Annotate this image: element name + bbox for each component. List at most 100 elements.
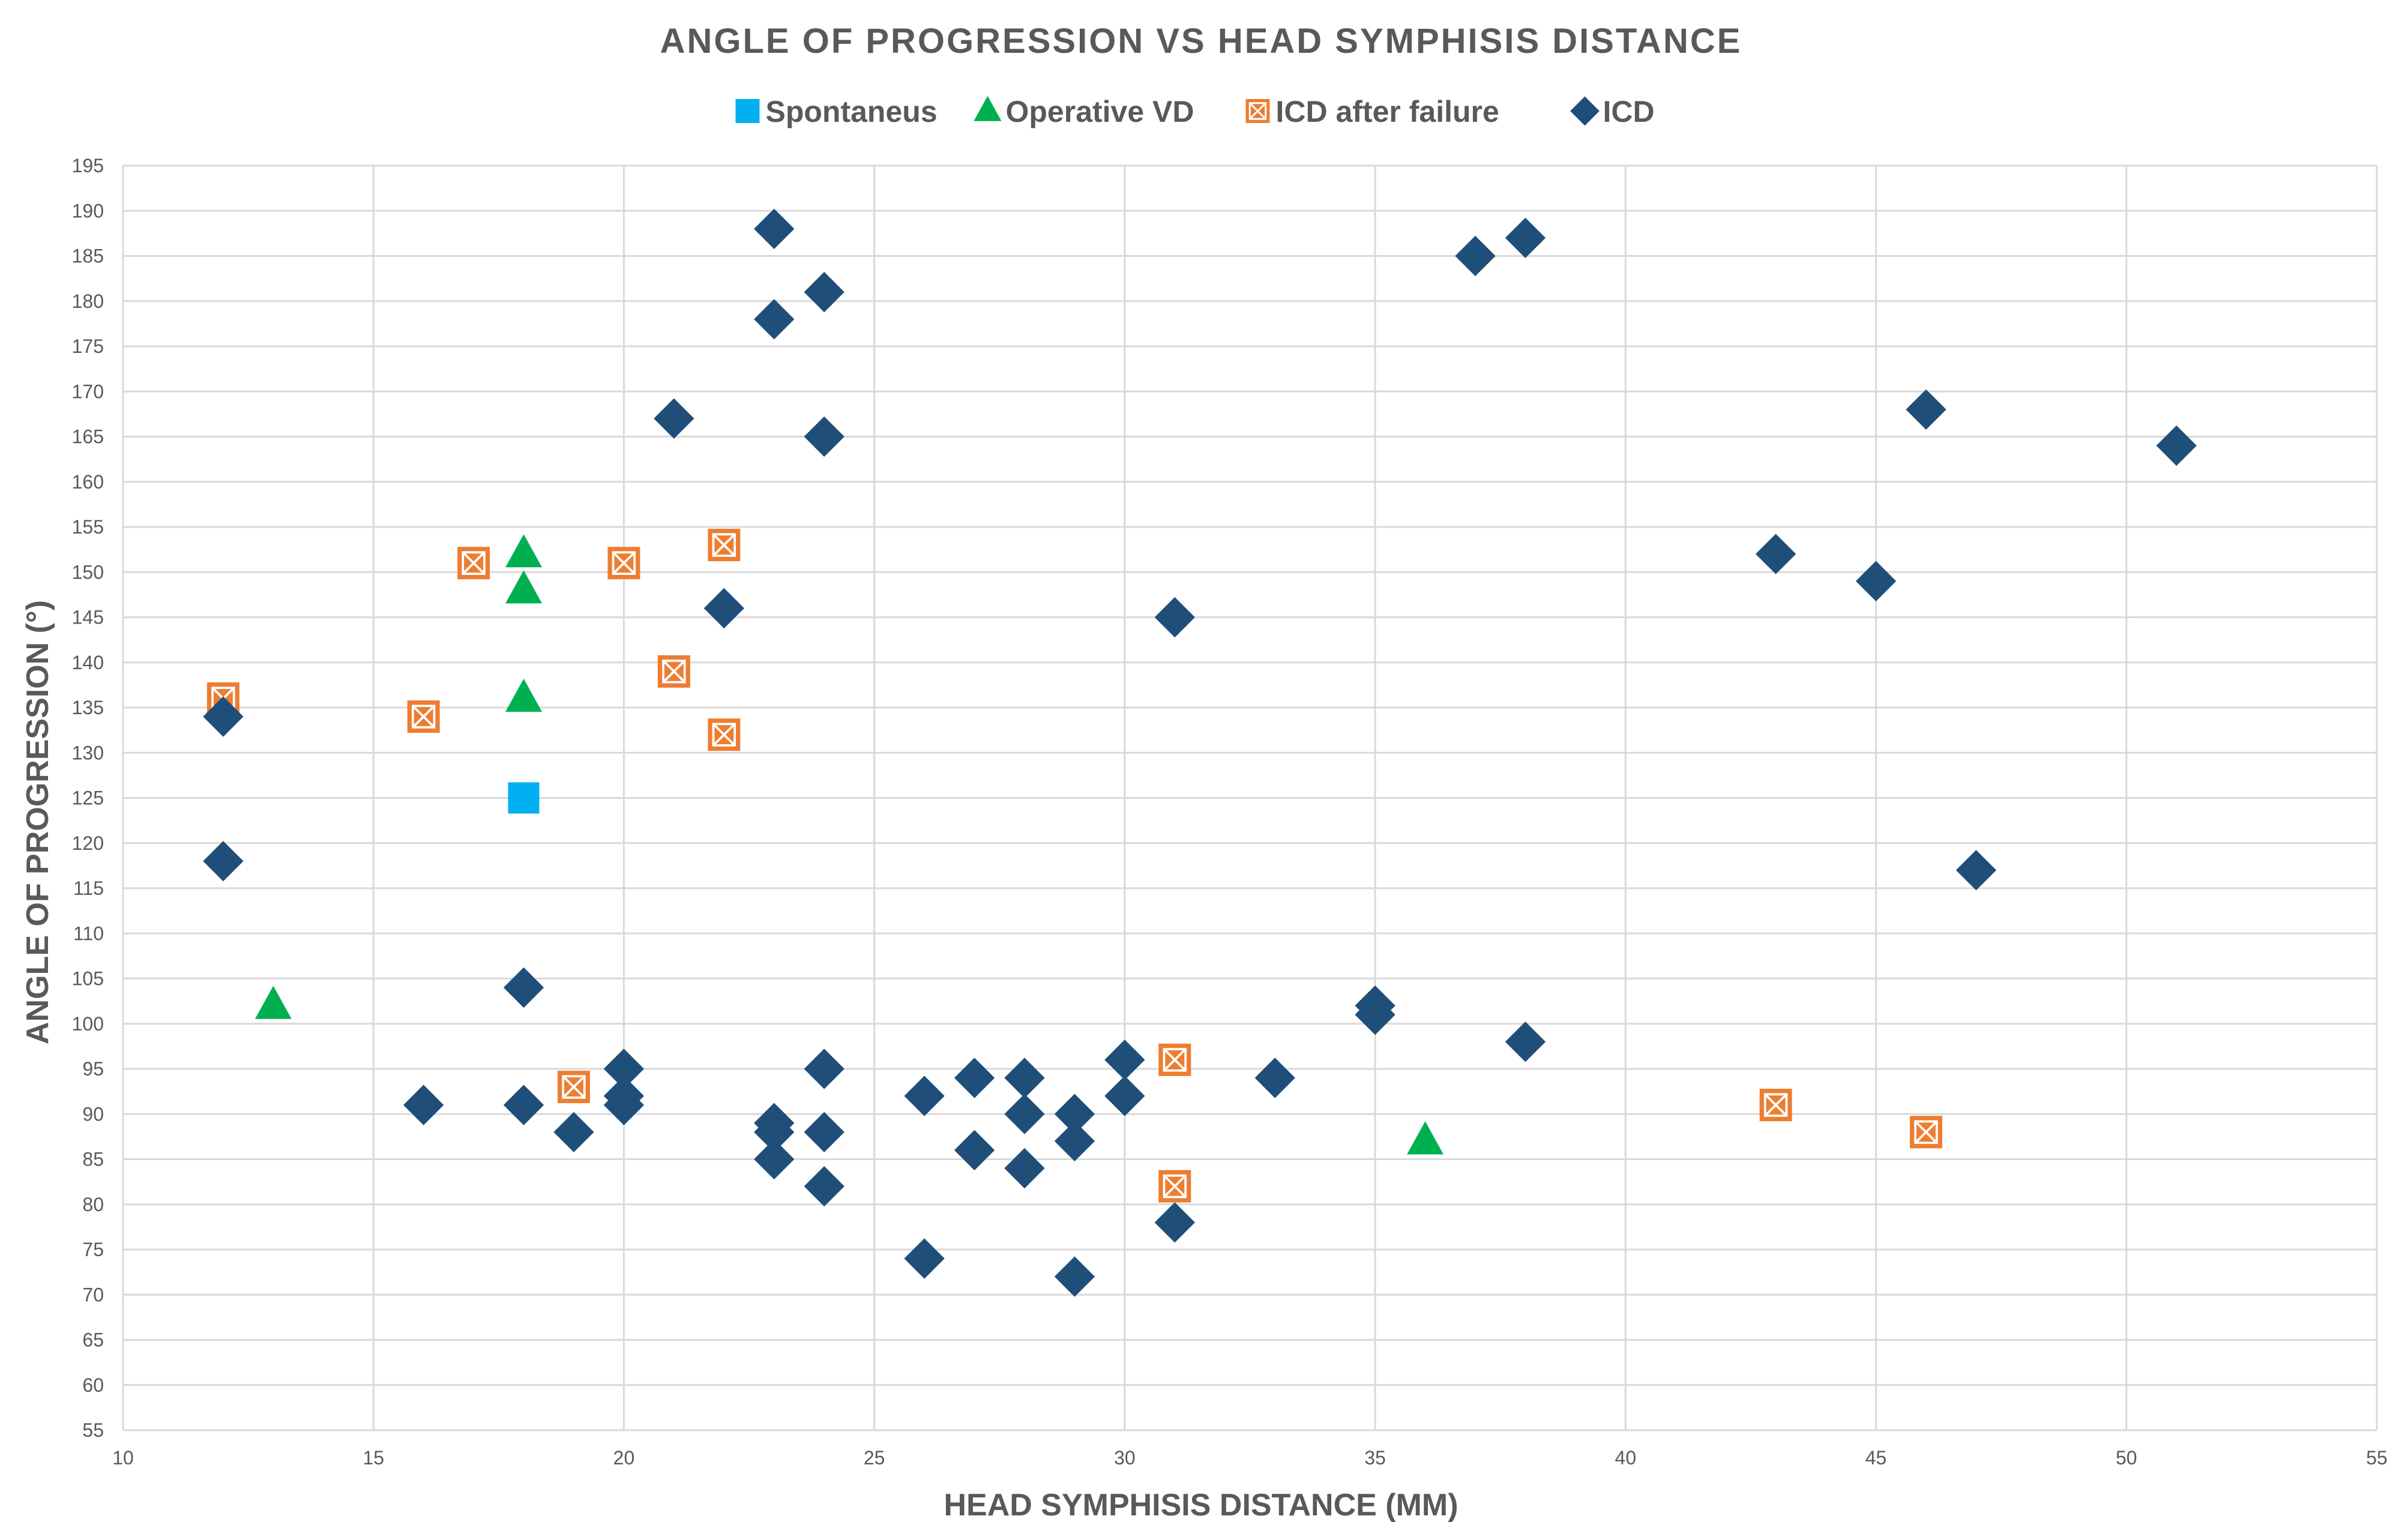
data-point xyxy=(708,718,741,751)
data-point xyxy=(503,1084,544,1125)
data-point xyxy=(403,1084,444,1125)
data-point xyxy=(505,534,543,568)
y-tick-label: 60 xyxy=(82,1374,104,1396)
data-point xyxy=(603,1084,645,1125)
marker-shape xyxy=(1355,994,1395,1035)
data-point xyxy=(1054,1256,1095,1297)
data-point xyxy=(1004,1057,1045,1098)
marker-shape xyxy=(1054,1256,1095,1297)
marker-cross xyxy=(562,1075,586,1099)
y-tick-label: 65 xyxy=(82,1329,104,1351)
legend-label: ICD xyxy=(1603,95,1655,128)
data-point xyxy=(503,967,544,1008)
marker-shape xyxy=(203,696,244,737)
y-tick-label: 90 xyxy=(82,1103,104,1125)
data-point xyxy=(654,398,694,439)
y-tick-label: 100 xyxy=(72,1013,104,1035)
marker-shape xyxy=(703,588,744,629)
series-icd-after-failure xyxy=(206,529,1942,1203)
marker-shape xyxy=(954,1057,995,1098)
x-axis-ticks: 10 15 20 25 30 35 40 45 50 55 xyxy=(112,1447,2388,1469)
marker-cross xyxy=(662,660,686,683)
x-tick-label: 25 xyxy=(864,1447,885,1469)
marker-inner-frame xyxy=(1763,1093,1788,1117)
marker-cross xyxy=(412,705,435,729)
y-axis-ticks: 55 60 65 70 75 80 85 90 95 100 105 110 115 120 125 130 1… xyxy=(72,155,104,1441)
data-point xyxy=(1104,1039,1145,1080)
marker-cross xyxy=(462,552,486,575)
data-point xyxy=(954,1057,995,1098)
x-tick-label: 10 xyxy=(112,1447,134,1469)
marker-shape xyxy=(754,1138,795,1180)
marker-inner-frame xyxy=(1914,1120,1938,1144)
marker-shape xyxy=(754,208,795,249)
marker-shape xyxy=(505,678,543,712)
data-point xyxy=(804,1111,844,1152)
data-point xyxy=(1855,561,1897,601)
data-point xyxy=(607,547,640,580)
data-point xyxy=(1955,850,1997,891)
y-axis-title: ANGLE OF PROGRESSION (°) xyxy=(20,600,55,1044)
marker-shape xyxy=(603,1048,645,1089)
legend-item-icd-after-failure: ICD after failure xyxy=(1245,95,1499,128)
data-point xyxy=(1004,1093,1045,1134)
data-point xyxy=(1407,1121,1444,1155)
legend-item-spontaneus: Spontaneus xyxy=(735,95,938,128)
y-tick-label: 160 xyxy=(72,471,104,493)
y-tick-label: 195 xyxy=(72,155,104,176)
marker-shape xyxy=(1455,235,1496,277)
y-tick-label: 130 xyxy=(72,742,104,763)
marker-shape xyxy=(1004,1147,1045,1189)
marker-shape xyxy=(403,1084,444,1125)
y-tick-label: 120 xyxy=(72,832,104,854)
data-point xyxy=(954,1129,995,1171)
data-point xyxy=(1910,1116,1942,1149)
x-tick-label: 30 xyxy=(1114,1447,1136,1469)
marker-shape xyxy=(804,1111,844,1152)
marker-inner-frame xyxy=(712,723,736,747)
data-point xyxy=(457,547,490,580)
marker-cross xyxy=(612,552,636,575)
data-point xyxy=(804,416,844,457)
y-tick-label: 150 xyxy=(72,561,104,583)
marker-shape xyxy=(603,1084,645,1125)
y-tick-label: 180 xyxy=(72,290,104,312)
y-tick-label: 190 xyxy=(72,200,104,221)
x-tick-label: 40 xyxy=(1615,1447,1637,1469)
y-tick-label: 145 xyxy=(72,607,104,628)
data-point xyxy=(203,841,244,882)
y-tick-label: 170 xyxy=(72,380,104,402)
marker-shape xyxy=(654,398,694,439)
data-point xyxy=(1505,217,1546,259)
x-tick-label: 55 xyxy=(2366,1447,2388,1469)
data-point xyxy=(754,1111,795,1152)
series-icd xyxy=(203,208,2197,1297)
data-point xyxy=(904,1075,945,1116)
marker-shape xyxy=(754,299,795,340)
data-point xyxy=(1505,1021,1546,1062)
marker-shape xyxy=(954,1129,995,1171)
data-point xyxy=(1104,1075,1145,1116)
legend-marker xyxy=(1245,99,1270,123)
marker-shape xyxy=(1004,1057,1045,1098)
legend-marker xyxy=(735,99,760,123)
marker-cross xyxy=(1163,1048,1187,1072)
marker-shape xyxy=(1505,1021,1546,1062)
legend-item-operative-vd: Operative VD xyxy=(974,95,1194,128)
marker-cross xyxy=(712,533,736,557)
x-tick-label: 45 xyxy=(1865,1447,1887,1469)
data-point xyxy=(754,299,795,340)
marker-shape xyxy=(804,1048,844,1089)
marker-shape xyxy=(735,99,760,123)
data-point xyxy=(804,1048,844,1089)
y-tick-label: 185 xyxy=(72,245,104,267)
marker-shape xyxy=(974,95,1002,121)
marker-shape xyxy=(904,1075,945,1116)
marker-shape xyxy=(1570,96,1600,126)
y-tick-label: 125 xyxy=(72,787,104,809)
data-point xyxy=(904,1238,945,1279)
data-point xyxy=(1154,1202,1195,1243)
marker-inner-frame xyxy=(612,551,636,575)
data-point xyxy=(203,696,244,737)
data-point xyxy=(508,782,540,814)
